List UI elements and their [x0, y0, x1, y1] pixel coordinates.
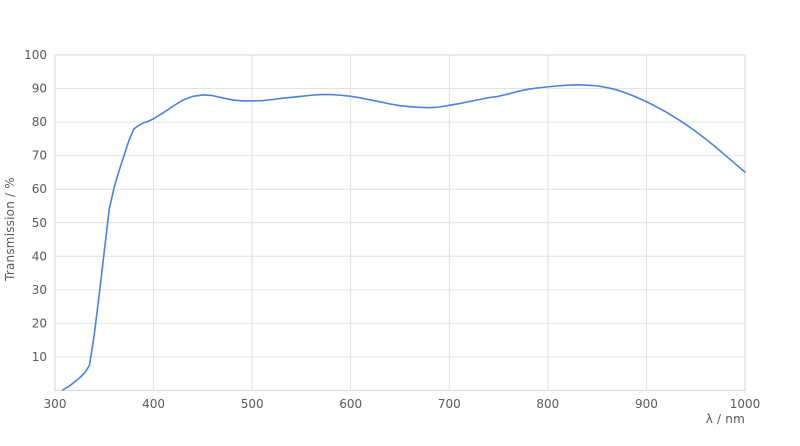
y-tick-label: 80	[32, 115, 47, 129]
y-tick-label: 100	[24, 48, 47, 62]
y-tick-label: 90	[32, 82, 47, 96]
x-tick-label: 700	[438, 397, 461, 411]
y-tick-label: 70	[32, 149, 47, 163]
plot-border	[54, 54, 746, 391]
x-tick-label: 900	[635, 397, 658, 411]
y-tick-label: 40	[32, 249, 47, 263]
x-tick-label: 300	[44, 397, 67, 411]
y-tick-label: 50	[32, 216, 47, 230]
transmission-line	[62, 84, 746, 391]
y-tick-label: 30	[32, 283, 47, 297]
x-tick-label: 400	[142, 397, 165, 411]
x-tick-label: 600	[339, 397, 362, 411]
y-tick-label: 10	[32, 350, 47, 364]
y-tick-label: 60	[32, 182, 47, 196]
y-tick-label: 20	[32, 316, 47, 330]
x-tick-label: 1000	[730, 397, 761, 411]
x-tick-label: 500	[241, 397, 264, 411]
x-tick-label: 800	[536, 397, 559, 411]
